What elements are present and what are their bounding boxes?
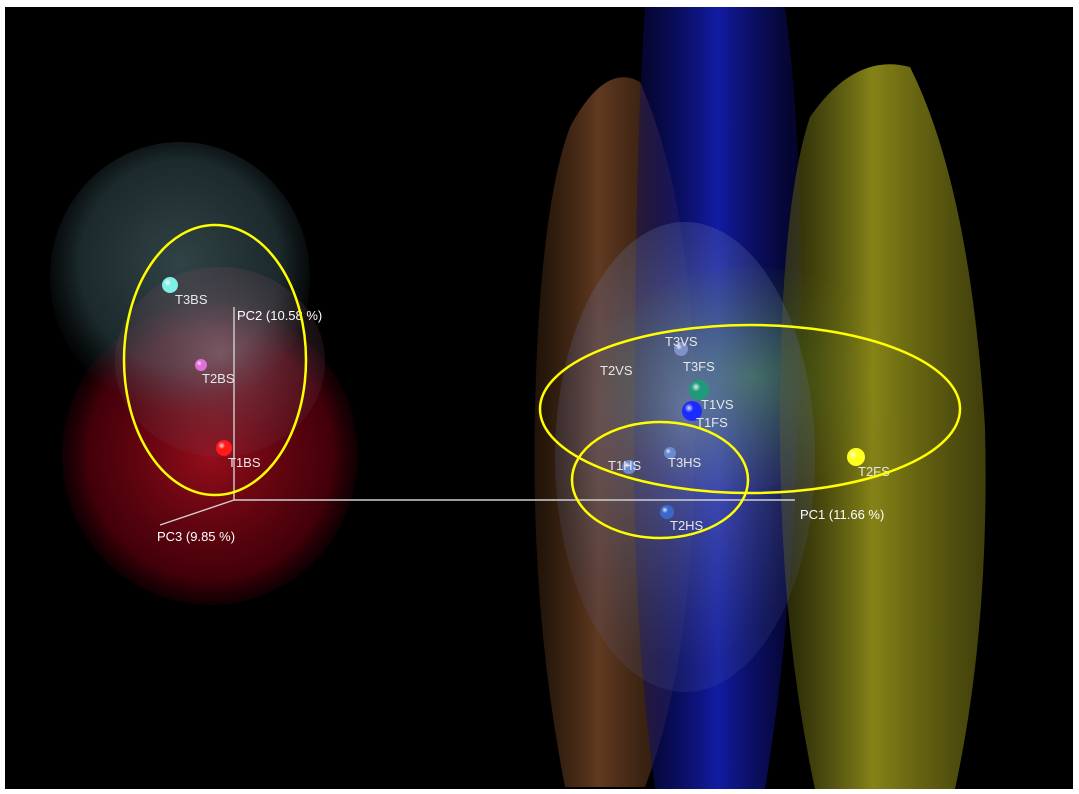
- point-highlight-t2hs: [660, 505, 674, 519]
- pca-plot-frame: PC1 (11.66 %) PC2 (10.58 %) PC3 (9.85 %)…: [5, 7, 1073, 789]
- pc3-axis-label: PC3 (9.85 %): [157, 529, 235, 544]
- hull-lavender: [555, 222, 815, 692]
- point-highlight-t1vs: [689, 380, 709, 400]
- point-label-t1bs: T1BS: [228, 455, 261, 470]
- pca-3d-scatter: PC1 (11.66 %) PC2 (10.58 %) PC3 (9.85 %)…: [50, 7, 986, 789]
- point-highlight-t1fs: [682, 401, 702, 421]
- pc3-axis-line: [159, 499, 235, 526]
- point-highlight-t2fs: [847, 448, 865, 466]
- point-label-t2hs: T2HS: [670, 518, 704, 533]
- hull-pink: [115, 267, 325, 457]
- point-label-t3fs: T3FS: [683, 359, 715, 374]
- point-label-t2bs: T2BS: [202, 371, 235, 386]
- highlight-group: [122, 223, 962, 540]
- point-label-t2vs: T2VS: [600, 363, 633, 378]
- point-label-t1fs: T1FS: [696, 415, 728, 430]
- point-highlight-t3vs: [674, 342, 688, 356]
- point-label-t1vs: T1VS: [701, 397, 734, 412]
- point-highlight-t2bs: [195, 359, 207, 371]
- pc1-axis-label: PC1 (11.66 %): [800, 507, 884, 522]
- point-highlight-t3bs: [162, 277, 178, 293]
- point-label-t1hs: T1HS: [608, 458, 642, 473]
- point-highlight-t1bs: [216, 440, 232, 456]
- point-label-t3vs: T3VS: [665, 334, 698, 349]
- highlight-ellipse-bs: [122, 223, 308, 497]
- highlight-ellipse-vs-fs: [538, 323, 962, 495]
- point-label-t3bs: T3BS: [175, 292, 208, 307]
- point-label-t3hs: T3HS: [668, 455, 702, 470]
- hull-yellow: [780, 64, 986, 789]
- pc2-axis-label: PC2 (10.58 %): [237, 308, 322, 323]
- highlight-ellipse-hs: [570, 420, 750, 540]
- hull-left-group: [50, 142, 358, 605]
- point-highlight-t3hs: [664, 447, 676, 459]
- point-highlight-t1hs: [622, 460, 636, 474]
- hull-right-group: [534, 7, 986, 789]
